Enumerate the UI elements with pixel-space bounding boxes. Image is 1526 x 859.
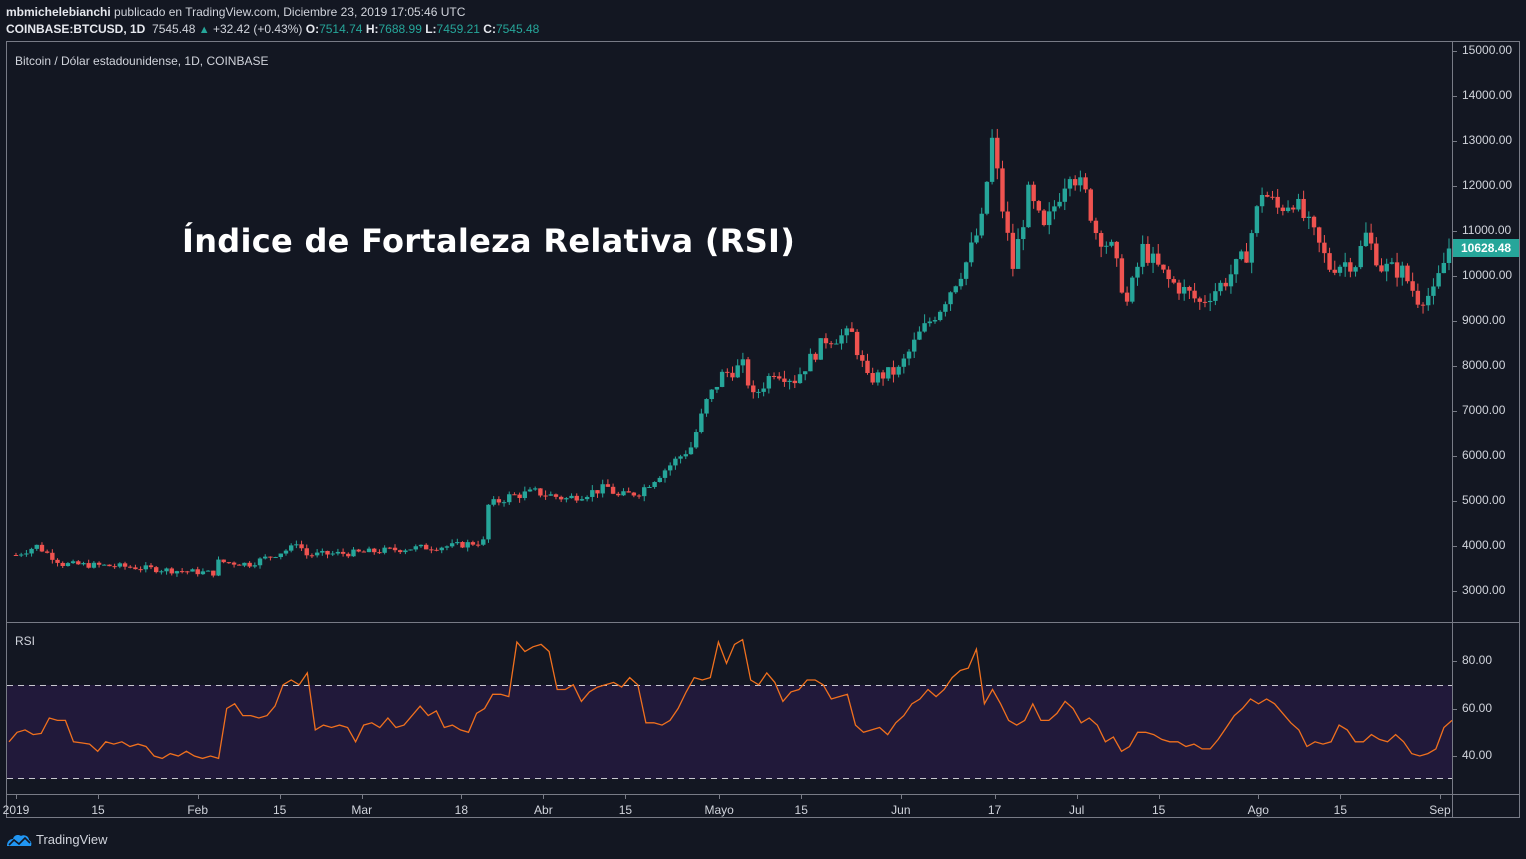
time-label: Jul [1068, 803, 1085, 817]
last-price-badge: 10628.48 [1453, 239, 1519, 257]
time-label: 15 [91, 803, 105, 817]
low-value: 7459.21 [436, 22, 480, 36]
price-label: 15000.00 [1462, 43, 1513, 57]
overlay-title: Índice de Fortaleza Relativa (RSI) [182, 222, 796, 260]
low-label: L: [425, 22, 437, 36]
change-value: +32.42 (+0.43%) [212, 22, 303, 36]
published-text: publicado en TradingView.com, Diciembre … [114, 5, 466, 19]
rsi-label: 60.00 [1462, 700, 1493, 715]
time-label: 18 [454, 803, 469, 817]
time-label: Abr [534, 803, 553, 817]
price-label: 6000.00 [1462, 448, 1506, 462]
price-label: 10000.00 [1462, 268, 1513, 282]
price-label: 11000.00 [1462, 223, 1512, 237]
high-value: 7688.99 [378, 22, 422, 36]
time-label: 15 [794, 803, 808, 817]
rsi-band-fill [7, 685, 1452, 779]
time-label: Mar [351, 803, 373, 817]
open-value: 7514.74 [319, 22, 363, 36]
rsi-label: 80.00 [1462, 653, 1493, 667]
symbol-label: COINBASE:BTCUSD, 1D [6, 22, 146, 36]
time-label: 17 [987, 803, 1002, 817]
price-label: 5000.00 [1462, 493, 1506, 507]
axis-ticks [16, 51, 1457, 799]
open-label: O: [305, 22, 320, 36]
price-label: 7000.00 [1462, 403, 1506, 417]
time-label: Sep [1429, 803, 1451, 817]
time-label: 15 [618, 803, 633, 817]
series-title: Bitcoin / Dólar estadounidense, 1D, COIN… [15, 54, 269, 68]
time-label: 15 [273, 803, 287, 817]
candlestick-series [13, 128, 1452, 578]
brand-name: TradingView [36, 832, 108, 847]
price-label: 9000.00 [1462, 313, 1506, 327]
price-label: 14000.00 [1462, 88, 1513, 102]
price-label: 4000.00 [1462, 538, 1506, 552]
publish-info: mbmichelebianchi publicado en TradingVie… [6, 5, 465, 19]
time-label: 2019 [2, 803, 30, 817]
close-value: 7545.48 [495, 22, 540, 36]
time-label: Ago [1247, 803, 1269, 817]
high-label: H: [365, 22, 379, 36]
tradingview-cloud-icon [7, 834, 32, 846]
chart-frame [6, 41, 1520, 818]
time-label: Mayo [704, 803, 734, 817]
time-label: 15 [1333, 803, 1348, 817]
close-label: C: [483, 22, 496, 36]
rsi-label: 40.00 [1462, 748, 1493, 762]
rsi-title: RSI [15, 634, 36, 648]
rsi-line [8, 638, 1453, 760]
ohlc-legend: COINBASE:BTCUSD, 1D 7545.48 ▲ +32.42 (+0… [6, 22, 539, 36]
price-label: 13000.00 [1462, 133, 1513, 147]
last-value: 7545.48 [152, 22, 196, 36]
author-name[interactable]: mbmichelebianchi [6, 5, 111, 19]
price-label: 3000.00 [1462, 583, 1506, 597]
time-label: 15 [1152, 803, 1166, 817]
tradingview-logo[interactable]: TradingView [6, 832, 108, 847]
time-label: Jun [891, 803, 911, 817]
triangle-up-icon: ▲ [198, 24, 210, 36]
time-label: Feb [187, 803, 208, 817]
price-label: 12000.00 [1462, 178, 1513, 192]
price-label: 8000.00 [1462, 358, 1506, 372]
